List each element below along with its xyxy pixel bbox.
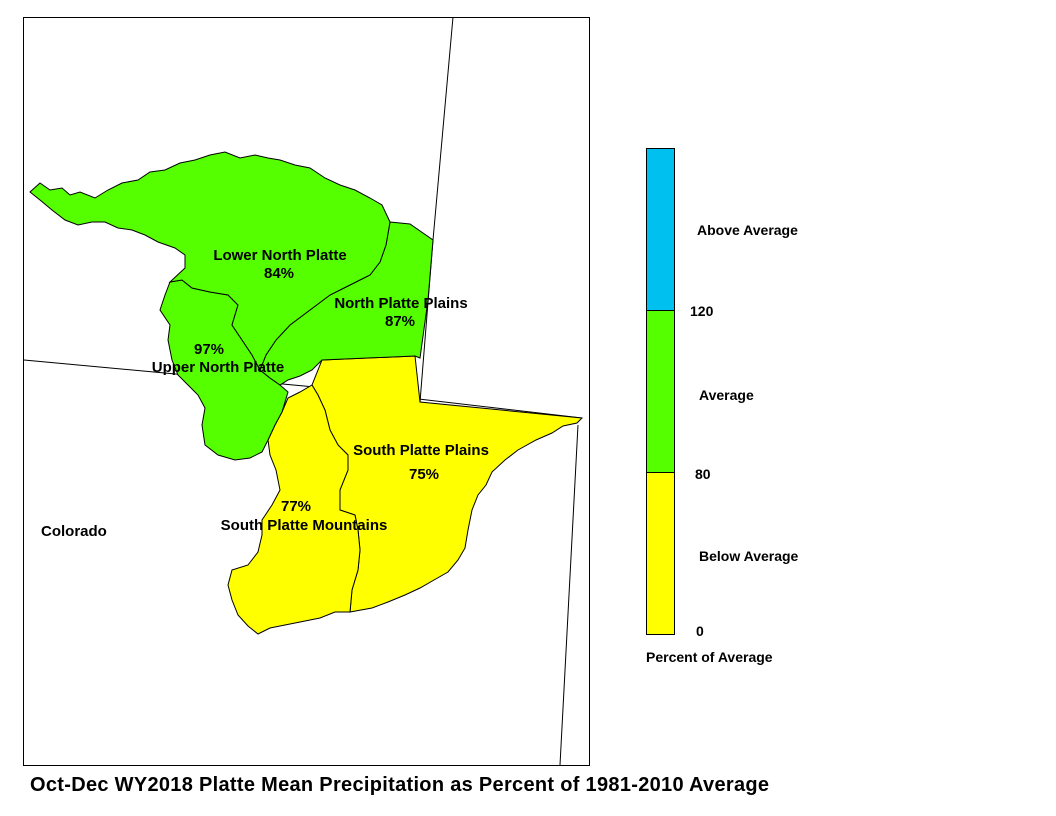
state-label: Colorado xyxy=(41,523,107,540)
legend-swatch-above xyxy=(646,148,675,311)
legend-label-average: Average xyxy=(699,387,754,403)
legend-break-0: 0 xyxy=(696,623,704,639)
legend-title: Percent of Average xyxy=(646,649,773,665)
basin-percent-label: 75% xyxy=(409,466,439,483)
basin-name-label: North Platte Plains xyxy=(334,295,467,312)
basin-percent-label: 97% xyxy=(194,341,224,358)
legend-label-above: Above Average xyxy=(697,222,798,238)
basin-name-label: Lower North Platte xyxy=(213,247,346,264)
legend-scale xyxy=(646,148,675,635)
basin-name-label: South Platte Mountains xyxy=(221,517,388,534)
legend-swatch-average xyxy=(646,310,675,473)
basin-percent-label: 77% xyxy=(281,498,311,515)
boundary-line-southeast xyxy=(559,424,579,766)
basin-percent-label: 87% xyxy=(385,313,415,330)
map-caption: Oct-Dec WY2018 Platte Mean Precipitation… xyxy=(30,774,770,796)
basin-lower-north-platte[interactable] xyxy=(29,151,391,372)
map-frame xyxy=(23,17,590,766)
basin-south-platte-mountains[interactable] xyxy=(227,384,361,635)
basin-percent-label: 84% xyxy=(264,265,294,282)
legend-break-80: 80 xyxy=(695,466,711,482)
basin-name-label: South Platte Plains xyxy=(353,442,489,459)
legend-label-below: Below Average xyxy=(699,548,799,564)
legend-swatch-below xyxy=(646,472,675,635)
basin-name-label: Upper North Platte xyxy=(152,359,285,376)
legend-break-120: 120 xyxy=(690,303,714,319)
boundary-line-north xyxy=(432,16,454,241)
